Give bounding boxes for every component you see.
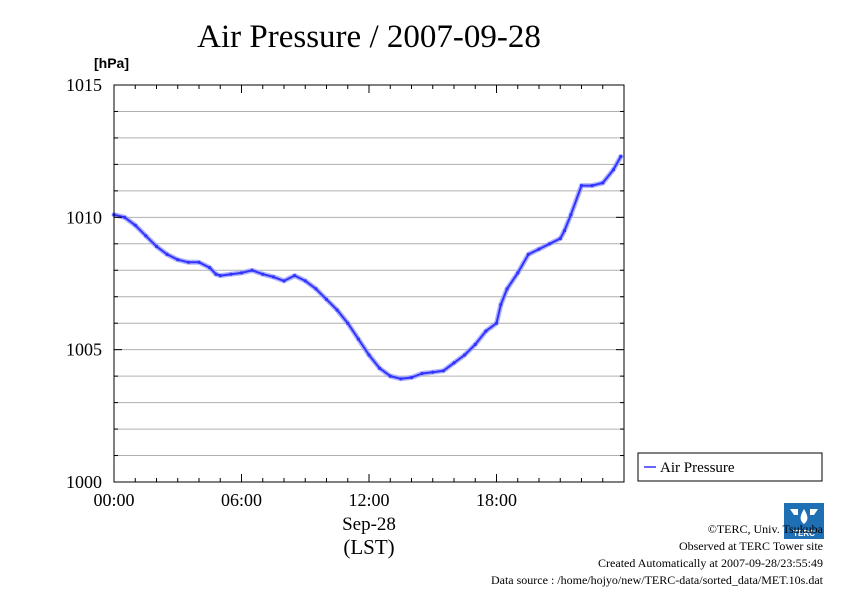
data-point	[218, 274, 222, 278]
x-tick-label: 18:00	[476, 490, 517, 510]
data-point	[463, 353, 467, 357]
data-point	[176, 258, 180, 262]
data-point	[367, 353, 371, 357]
terc-logo: TERC	[784, 503, 824, 539]
credit-created: Created Automatically at 2007-09-28/23:5…	[598, 556, 823, 570]
data-point	[409, 375, 414, 380]
data-point	[356, 337, 360, 341]
data-point	[197, 260, 201, 264]
data-point	[261, 272, 265, 276]
data-point	[229, 272, 233, 276]
plot-frame	[113, 84, 625, 483]
data-point	[431, 370, 435, 374]
data-point	[324, 297, 329, 301]
data-point	[314, 287, 318, 291]
data-point	[484, 329, 488, 333]
data-point	[144, 234, 148, 238]
y-tick-label: 1000	[66, 472, 102, 492]
data-point	[558, 236, 562, 241]
data-point	[611, 168, 616, 172]
data-point	[123, 215, 127, 219]
credit-source: Data source : /home/hojyo/new/TERC-data/…	[490, 573, 823, 587]
data-point	[303, 279, 307, 283]
chart-title: Air Pressure / 2007-09-28	[197, 19, 541, 55]
credit-copyright: ©TERC, Univ. Tsukuba	[707, 522, 823, 536]
legend: Air Pressure	[637, 452, 823, 482]
data-point	[499, 303, 503, 307]
data-point	[516, 271, 520, 275]
data-point	[133, 223, 137, 227]
data-point	[548, 242, 552, 246]
data-point	[239, 271, 244, 275]
data-point	[293, 274, 297, 278]
data-point	[399, 377, 403, 381]
y-axis-unit: [hPa]	[94, 55, 129, 71]
x-axis-label: Sep-28	[342, 514, 396, 535]
legend-item-air-pressure: Air Pressure	[660, 460, 735, 476]
data-point	[335, 308, 339, 312]
series-line-air-pressure	[113, 156, 622, 380]
axis-ticks	[113, 84, 625, 483]
data-point	[452, 361, 456, 365]
data-point	[214, 272, 218, 276]
data-point	[346, 321, 350, 325]
series-halo	[111, 154, 624, 382]
data-point	[250, 268, 254, 272]
x-tick-label: 06:00	[221, 490, 262, 510]
credit-observed: Observed at TERC Tower site	[678, 539, 823, 553]
y-tick-label: 1015	[66, 75, 102, 95]
data-point	[282, 279, 286, 283]
data-point	[186, 260, 190, 264]
data-point	[562, 229, 567, 233]
legend-box	[637, 452, 823, 482]
data-point	[537, 247, 541, 251]
data-point	[388, 374, 392, 378]
x-axis-sublabel: (LST)	[343, 535, 394, 559]
data-point	[271, 275, 275, 279]
data-point	[601, 181, 605, 185]
data-point	[208, 266, 212, 270]
data-point	[579, 184, 584, 188]
data-point	[378, 366, 382, 370]
data-point	[473, 342, 477, 346]
y-tick-label: 1005	[66, 340, 102, 360]
data-point	[505, 287, 509, 291]
data-point	[154, 244, 159, 248]
x-tick-label: 12:00	[348, 490, 389, 510]
data-point	[569, 213, 573, 217]
series-line-group	[111, 154, 624, 382]
x-tick-label: 00:00	[93, 490, 134, 510]
tick-labels: 1000 1005 1010 1015 00:00 06:00 12:00 18:00	[66, 75, 517, 510]
terc-logo-text: TERC	[793, 529, 815, 538]
data-point	[441, 369, 445, 373]
data-point	[526, 252, 531, 256]
data-point	[420, 371, 424, 376]
data-point	[165, 252, 169, 256]
data-point	[590, 184, 594, 188]
data-point	[619, 154, 623, 159]
data-point	[494, 321, 499, 325]
y-tick-label: 1010	[66, 207, 102, 227]
gridlines	[114, 110, 624, 457]
terc-logo-graphic: TERC	[784, 503, 824, 539]
